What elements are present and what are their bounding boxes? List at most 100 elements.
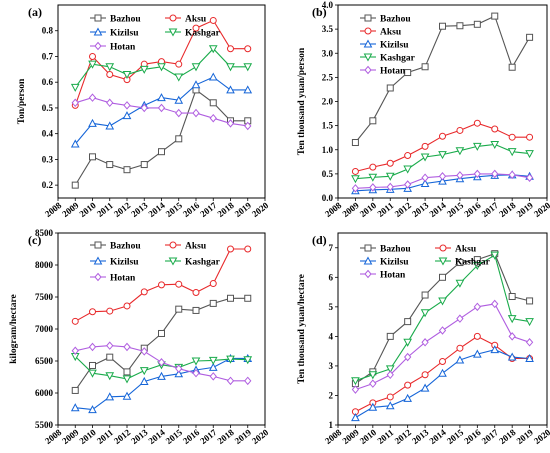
data-point	[351, 385, 360, 394]
data-point	[439, 132, 446, 140]
data-point	[420, 383, 430, 392]
data-point	[157, 358, 166, 367]
x-tick-label: 2014	[427, 200, 448, 219]
data-point	[105, 121, 115, 130]
x-tick-label: 2011	[375, 200, 395, 219]
x-tick-label: 2018	[215, 200, 236, 219]
data-point	[369, 117, 377, 125]
legend-label: Kizilsu	[380, 41, 409, 51]
legend-marker	[168, 28, 178, 37]
x-tick-label: 2010	[77, 200, 98, 219]
series-kashgar	[351, 140, 534, 184]
y-tick-label: 5500	[35, 420, 54, 430]
x-tick-label: 2016	[181, 427, 202, 446]
data-point	[455, 147, 465, 156]
x-tick-label: 2017	[480, 427, 501, 446]
data-point	[243, 85, 253, 94]
data-point	[438, 326, 447, 335]
x-tick-label: 2011	[95, 200, 115, 219]
data-point	[421, 173, 429, 183]
data-point	[191, 357, 201, 366]
data-point	[386, 370, 394, 380]
x-tick-label: 2018	[215, 427, 236, 446]
series-line	[355, 122, 530, 173]
y-tick-label: 4.0	[322, 0, 334, 10]
legend-marker	[363, 39, 373, 48]
panel-label: (c)	[28, 233, 41, 247]
data-point	[106, 353, 114, 361]
data-point	[439, 273, 446, 281]
data-point	[508, 133, 516, 141]
data-point	[88, 60, 97, 69]
data-point	[244, 245, 252, 253]
data-point	[456, 344, 464, 352]
data-point	[438, 176, 447, 185]
data-point	[526, 297, 534, 305]
chart-panel-3: 2008200920102011201220132014201520162017…	[9, 228, 271, 446]
data-point	[403, 393, 413, 402]
data-point	[140, 161, 148, 169]
y-tick-label: 2.0	[322, 97, 334, 107]
data-point	[89, 153, 96, 161]
y-tick-label: 2.5	[322, 72, 334, 82]
data-point	[472, 142, 482, 151]
series-aksu	[71, 16, 252, 109]
legend-marker	[169, 14, 177, 22]
y-tick-label: 6	[329, 272, 334, 282]
x-tick-label: 2020	[532, 427, 550, 446]
data-point	[105, 392, 115, 401]
data-point	[244, 376, 252, 386]
data-point	[507, 315, 517, 324]
data-point	[192, 24, 200, 32]
series-kashgar	[351, 251, 534, 386]
y-tick-label: 2	[329, 390, 334, 400]
x-tick-label: 2017	[198, 200, 219, 219]
data-point	[508, 63, 516, 71]
data-point	[209, 280, 217, 288]
x-tick-label: 2012	[393, 427, 414, 446]
x-tick-label: 2018	[497, 427, 518, 446]
data-point	[209, 16, 217, 24]
legend-label: Kizilsu	[380, 258, 409, 268]
data-point	[174, 369, 184, 378]
data-point	[226, 85, 235, 94]
data-point	[490, 140, 500, 149]
x-tick-label: 2013	[129, 200, 150, 219]
x-tick-label: 2018	[497, 200, 518, 219]
data-point	[438, 151, 447, 160]
data-point	[526, 133, 534, 141]
y-axis-label: Ton/person	[17, 78, 27, 124]
data-point	[368, 173, 378, 182]
legend-label: Aksu	[185, 15, 207, 25]
data-point	[455, 279, 465, 288]
chart-panel-4: 2008200920102011201220132014201520162017…	[297, 232, 550, 446]
data-point	[508, 332, 516, 341]
data-point	[243, 356, 253, 365]
data-point	[174, 73, 184, 82]
data-point	[157, 63, 166, 72]
data-point	[123, 368, 131, 376]
data-point	[456, 259, 464, 267]
data-point	[351, 184, 360, 193]
data-point	[89, 361, 96, 369]
legend: Bazhou Aksu Kizilsu Kashgar Hotan	[360, 14, 416, 77]
x-tick-label: 2009	[60, 200, 81, 219]
data-point	[526, 33, 534, 41]
data-point	[105, 372, 115, 381]
data-point	[139, 367, 149, 376]
data-point	[140, 347, 148, 356]
series-hotan	[351, 169, 534, 193]
data-point	[473, 20, 481, 28]
data-point	[106, 70, 114, 78]
plot-frame	[57, 232, 266, 426]
legend-marker	[169, 241, 177, 249]
data-point	[473, 332, 481, 340]
data-point	[226, 63, 235, 72]
legend-label: Aksu	[455, 245, 477, 255]
legend-marker	[439, 244, 447, 252]
data-point	[456, 126, 464, 134]
data-point	[404, 152, 412, 160]
data-point	[208, 72, 218, 81]
y-tick-label: 7500	[35, 292, 54, 302]
